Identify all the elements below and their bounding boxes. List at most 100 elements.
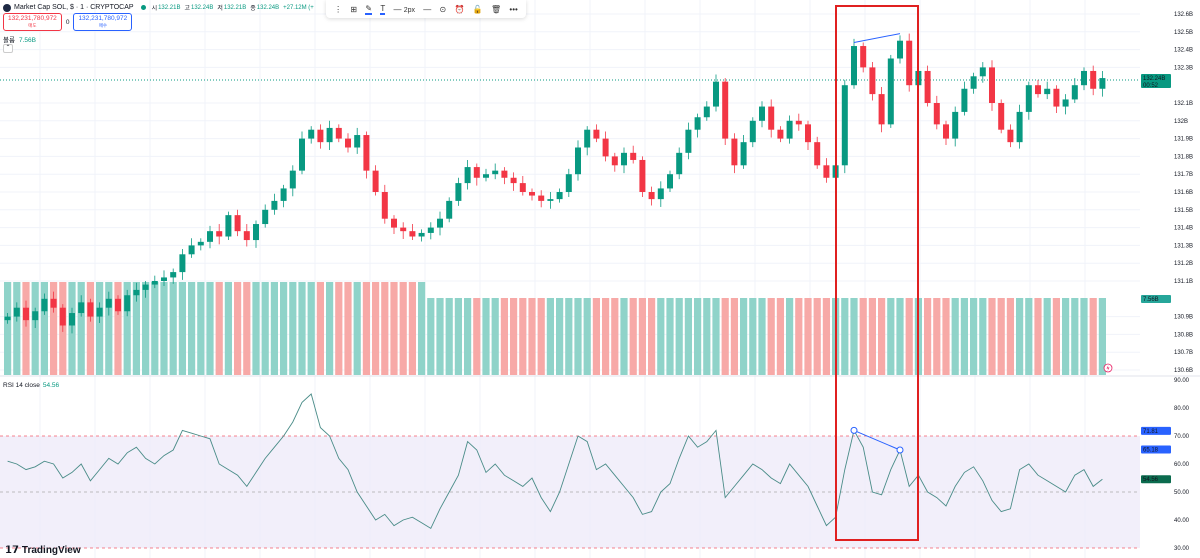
rsi-value: 54.56 (42, 382, 60, 389)
change-value: +27.12M (+ (283, 4, 314, 11)
templates-icon[interactable]: ⊞ (350, 4, 358, 14)
symbol-title[interactable]: Market Cap SOL, $ · 1 · CRYPTOCAP (14, 4, 134, 11)
price-axis[interactable]: 132.6B 132.5B 132.4B 132.3B 132.1B 132B 131.9B… (1141, 12, 1193, 552)
sell-price: 132,231,780,972 (8, 15, 57, 22)
candle-body (464, 167, 471, 184)
price-tick: 130.8B (1174, 332, 1193, 338)
volume-bar (372, 282, 380, 375)
candle-body (630, 152, 637, 160)
candle-body (13, 307, 20, 317)
lock-icon[interactable]: 🔓 (472, 4, 483, 14)
volume-bar (326, 282, 334, 375)
price-tick: 131.8B (1174, 154, 1193, 160)
volume-bar (786, 298, 794, 375)
volume-bar (206, 282, 214, 375)
volume-bar (1052, 298, 1060, 375)
line-style-icon[interactable]: — (423, 4, 432, 14)
volume-bar (335, 282, 343, 375)
volume-bar (878, 298, 886, 375)
sell-button[interactable]: 132,231,780,972 매도 (3, 13, 62, 31)
volume-bar (997, 298, 1005, 375)
rsi-tag-bg (1141, 426, 1171, 435)
candle-body (418, 232, 425, 237)
sell-label: 매도 (28, 23, 37, 28)
volume-bar (924, 298, 932, 375)
candle-body (1062, 99, 1069, 107)
candle-body (115, 298, 121, 312)
candle-body (933, 103, 940, 125)
highlight-rectangle[interactable] (835, 5, 919, 541)
price-tag-bg (1141, 74, 1171, 88)
price-tick: 132.3B (1174, 65, 1193, 71)
drag-handle-icon[interactable]: ⋮ (334, 4, 343, 14)
text-color-icon[interactable]: T (380, 3, 386, 15)
rsi-tick: 60.00 (1174, 462, 1190, 468)
price-tick: 131.9B (1174, 137, 1193, 143)
trade-buttons: 132,231,780,972 매도 0 132,231,780,972 매수 (3, 13, 133, 31)
candle-body (961, 88, 968, 112)
alert-icon[interactable]: ⏰ (454, 4, 465, 14)
collapse-legend-button[interactable]: ⌃ (3, 44, 13, 53)
candle-body (446, 200, 453, 219)
drawings[interactable] (850, 33, 904, 454)
candle-body (1035, 85, 1041, 95)
tradingview-logo[interactable]: 𝟭𝟳 TradingView (5, 545, 81, 556)
volume-bar (611, 298, 619, 375)
volume-bar (491, 298, 499, 375)
more-icon[interactable]: ••• (509, 4, 518, 14)
candle-body (694, 117, 701, 130)
volume-bar (684, 298, 692, 375)
volume-bar (556, 298, 564, 375)
candle-body (179, 254, 186, 273)
line-width-button[interactable]: — (393, 5, 415, 14)
volume-bar (473, 298, 481, 375)
candle-body (124, 295, 131, 312)
candle-body (1016, 111, 1023, 143)
candle-body (243, 231, 250, 241)
volume-bar (519, 298, 527, 375)
price-tick: 131.7B (1174, 172, 1193, 178)
volume-bar (648, 298, 656, 375)
volume-bar (583, 298, 591, 375)
volume-bar (749, 298, 757, 375)
volume-bar (123, 282, 131, 375)
price-tick: 132.1B (1174, 101, 1193, 107)
volume-bar (546, 298, 554, 375)
volume-bar (1062, 298, 1070, 375)
volume-bar (160, 282, 168, 375)
volume-bar (951, 298, 959, 375)
price-tick: 131.4B (1174, 226, 1193, 232)
volume-bar (1098, 298, 1106, 375)
candle-body (639, 159, 646, 192)
volume-bar (1016, 298, 1024, 375)
volume-bar (436, 298, 444, 375)
trash-icon[interactable]: 🗑 (490, 4, 502, 14)
candle-body (427, 227, 434, 233)
candle-body (483, 174, 489, 178)
volume-bar (96, 282, 104, 375)
candle-body (501, 170, 508, 178)
candle-body (161, 277, 167, 281)
candle-body (648, 192, 655, 200)
spread-value: 0 (65, 18, 70, 26)
volume-bar (169, 282, 177, 375)
volume-bar (86, 282, 94, 375)
settings-icon[interactable]: ⊙ (439, 4, 447, 14)
volume-bar (822, 298, 830, 375)
price-tick: 132.5B (1174, 30, 1193, 36)
buy-button[interactable]: 132,231,780,972 매수 (73, 13, 133, 31)
low-label: 저 (217, 6, 223, 12)
candle-body (759, 106, 765, 121)
price-tick: 130.6B (1174, 368, 1193, 374)
candle-body (676, 152, 683, 175)
volume-bar (868, 298, 876, 375)
candle-body (363, 135, 370, 171)
pen-color-icon[interactable]: ✎ (365, 3, 373, 15)
volume-bar (316, 282, 324, 375)
volume-bar (77, 282, 85, 375)
candle-body (1025, 85, 1032, 112)
candle-body (280, 188, 287, 201)
candle-body (924, 70, 931, 103)
volume-bar (215, 282, 223, 375)
